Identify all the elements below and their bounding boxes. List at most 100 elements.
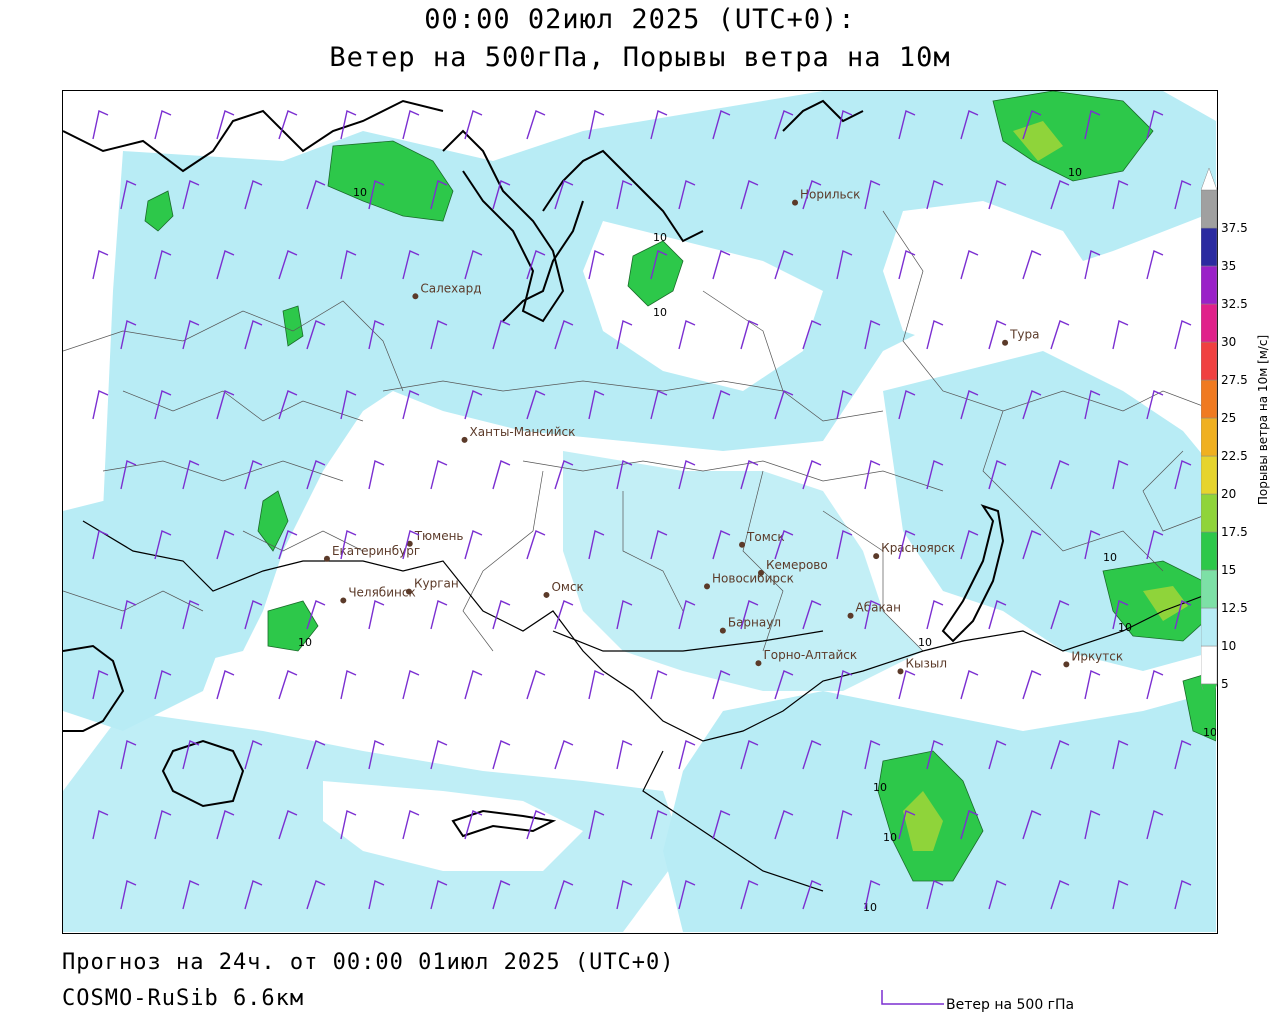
wind-barb: [464, 390, 483, 420]
wind-barb: [588, 250, 605, 280]
wind-barb: [492, 880, 511, 910]
colorbar: 5 10 12.5 15 17.5 20 22.5 25 27.5 30 32.5 35 37.5 По…: [1201, 167, 1270, 690]
wind-barb: [1112, 880, 1129, 910]
wind-barb: [306, 460, 326, 490]
city-marker[interactable]: Новосибирск: [704, 571, 794, 590]
wind-barb: [1050, 600, 1070, 630]
wind-barb: [616, 880, 633, 910]
city-dot: [1002, 339, 1009, 346]
wind-barb: [926, 320, 944, 350]
wind-barb: [306, 740, 326, 770]
wind-barb: [526, 670, 546, 700]
city-marker[interactable]: Тюмень: [406, 529, 464, 547]
city-label: Екатеринбург: [332, 544, 420, 558]
wind-barb: [182, 880, 200, 910]
wind-barb: [1146, 670, 1164, 700]
city-label: Томск: [746, 530, 785, 544]
city-dot: [1063, 661, 1070, 668]
wind-barb: [154, 250, 172, 280]
city-marker[interactable]: Ханты-Мансийск: [461, 425, 576, 443]
wind-barb: [554, 880, 574, 910]
coastline: [63, 99, 1005, 838]
city-marker[interactable]: Норильск: [792, 188, 860, 206]
city-dot: [412, 293, 419, 300]
wind-barb: [926, 600, 944, 630]
wind-barb: [960, 670, 979, 700]
wind-barb: [430, 600, 448, 630]
city-label: Кемерово: [766, 558, 828, 572]
wind-barb: [616, 180, 633, 210]
city-dot: [897, 668, 904, 675]
wind-barb: [802, 880, 822, 910]
wind-barb: [926, 460, 944, 490]
wind-barb: [616, 600, 633, 630]
wind-barb: [740, 180, 759, 210]
wind-barb: [368, 600, 385, 630]
wind-barb: [492, 600, 511, 630]
wind-barb: [712, 530, 731, 560]
wind-barb: [988, 740, 1007, 770]
wind-barb: [368, 880, 385, 910]
wind-barb: [650, 110, 668, 140]
model-name: COSMO-RuSib 6.6км: [62, 986, 305, 1011]
wind-barb: [1022, 110, 1042, 140]
wind-barb: [244, 880, 263, 910]
city-marker[interactable]: Красноярск: [873, 541, 955, 560]
city-marker[interactable]: Челябинск: [340, 585, 416, 604]
forecast-map[interactable]: СалехардНорильскЯкутскТураХанты-Мансийск…: [62, 90, 1218, 934]
wind-barb: [244, 740, 263, 770]
city-dot: [755, 660, 762, 667]
wind-barb: [988, 880, 1007, 910]
wind-barb: [802, 600, 822, 630]
city-dot: [323, 555, 330, 562]
city-marker[interactable]: Томск: [739, 530, 785, 548]
wind-barb: [492, 740, 511, 770]
wind-barb: [712, 810, 731, 840]
city-marker[interactable]: Кемерово: [757, 558, 828, 576]
wind-barb: [306, 320, 326, 350]
colorbar-swatch: [1201, 645, 1218, 685]
wind-barb: [1022, 670, 1042, 700]
wind-barb: [1112, 180, 1129, 210]
wind-barb: [554, 180, 574, 210]
city-marker[interactable]: Екатеринбург: [323, 544, 420, 562]
wind-barb: [712, 110, 731, 140]
isoline-label: 10: [653, 231, 667, 244]
city-marker[interactable]: Тура: [1002, 328, 1039, 346]
wind-barb: [1050, 460, 1070, 490]
colorbar-swatch: [1201, 607, 1218, 647]
wind-barb: [678, 600, 696, 630]
wind-barb: [898, 390, 916, 420]
wind-barb: [774, 670, 794, 700]
city-marker[interactable]: Горно-Алтайск: [755, 648, 857, 667]
admin-borders: [63, 210, 1216, 652]
wind-barb: [1146, 110, 1164, 140]
city-marker[interactable]: Абакан: [847, 601, 901, 619]
city-label: Новосибирск: [712, 571, 794, 585]
city-marker[interactable]: Курган: [405, 577, 459, 595]
wind-barb: [988, 460, 1007, 490]
wind-barb: [650, 390, 668, 420]
colorbar-swatch: [1201, 303, 1218, 343]
wind-barb: [340, 810, 357, 840]
city-dot: [461, 436, 468, 443]
wind-barb: [154, 530, 172, 560]
colorbar-level: 30: [1221, 335, 1236, 349]
isoline-label: 10: [1103, 551, 1117, 564]
wind-barb: [430, 740, 448, 770]
city-marker[interactable]: Омск: [543, 580, 584, 598]
wind-barb: [402, 530, 420, 560]
city-marker[interactable]: Салехард: [412, 281, 482, 300]
wind-barb: [1174, 600, 1192, 630]
wind-barb: [278, 110, 298, 140]
wind-barb: [836, 530, 853, 560]
city-marker[interactable]: Иркутск: [1063, 649, 1123, 668]
wind-barb: [678, 740, 696, 770]
city-marker[interactable]: Кызыл: [897, 656, 947, 675]
wind-barb: [1084, 390, 1101, 420]
city-label: Омск: [551, 580, 583, 594]
wind-barb: [154, 810, 172, 840]
wind-barb: [216, 250, 235, 280]
wind-barb: [836, 110, 853, 140]
wind-barb: [864, 600, 881, 630]
